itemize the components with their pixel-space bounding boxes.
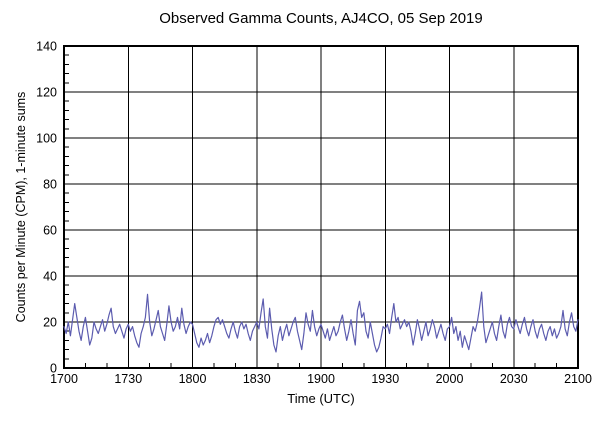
- x-tick-label: 1830: [243, 372, 271, 386]
- x-axis-title: Time (UTC): [287, 391, 355, 406]
- chart-title: Observed Gamma Counts, AJ4CO, 05 Sep 201…: [159, 10, 483, 27]
- x-tick-label: 1900: [307, 372, 335, 386]
- gamma-counts-series-line: [63, 291, 579, 353]
- plot-border: [63, 45, 579, 369]
- y-tick-label: 0: [50, 362, 57, 376]
- y-tick-label: 120: [36, 86, 57, 100]
- x-tick-label: 1730: [114, 372, 142, 386]
- x-tick-label: 1800: [179, 372, 207, 386]
- y-tick-label: 80: [43, 178, 57, 192]
- y-tick-label: 60: [43, 224, 57, 238]
- y-tick-label: 100: [36, 132, 57, 146]
- y-tick-label: 20: [43, 316, 57, 330]
- x-tick-label: 2100: [564, 372, 592, 386]
- x-tick-label: 2000: [436, 372, 464, 386]
- x-tick-label: 1700: [50, 372, 78, 386]
- x-tick-label: 1930: [371, 372, 399, 386]
- y-tick-label: 140: [36, 40, 57, 54]
- x-tick-label: 2030: [500, 372, 528, 386]
- y-tick-label: 40: [43, 270, 57, 284]
